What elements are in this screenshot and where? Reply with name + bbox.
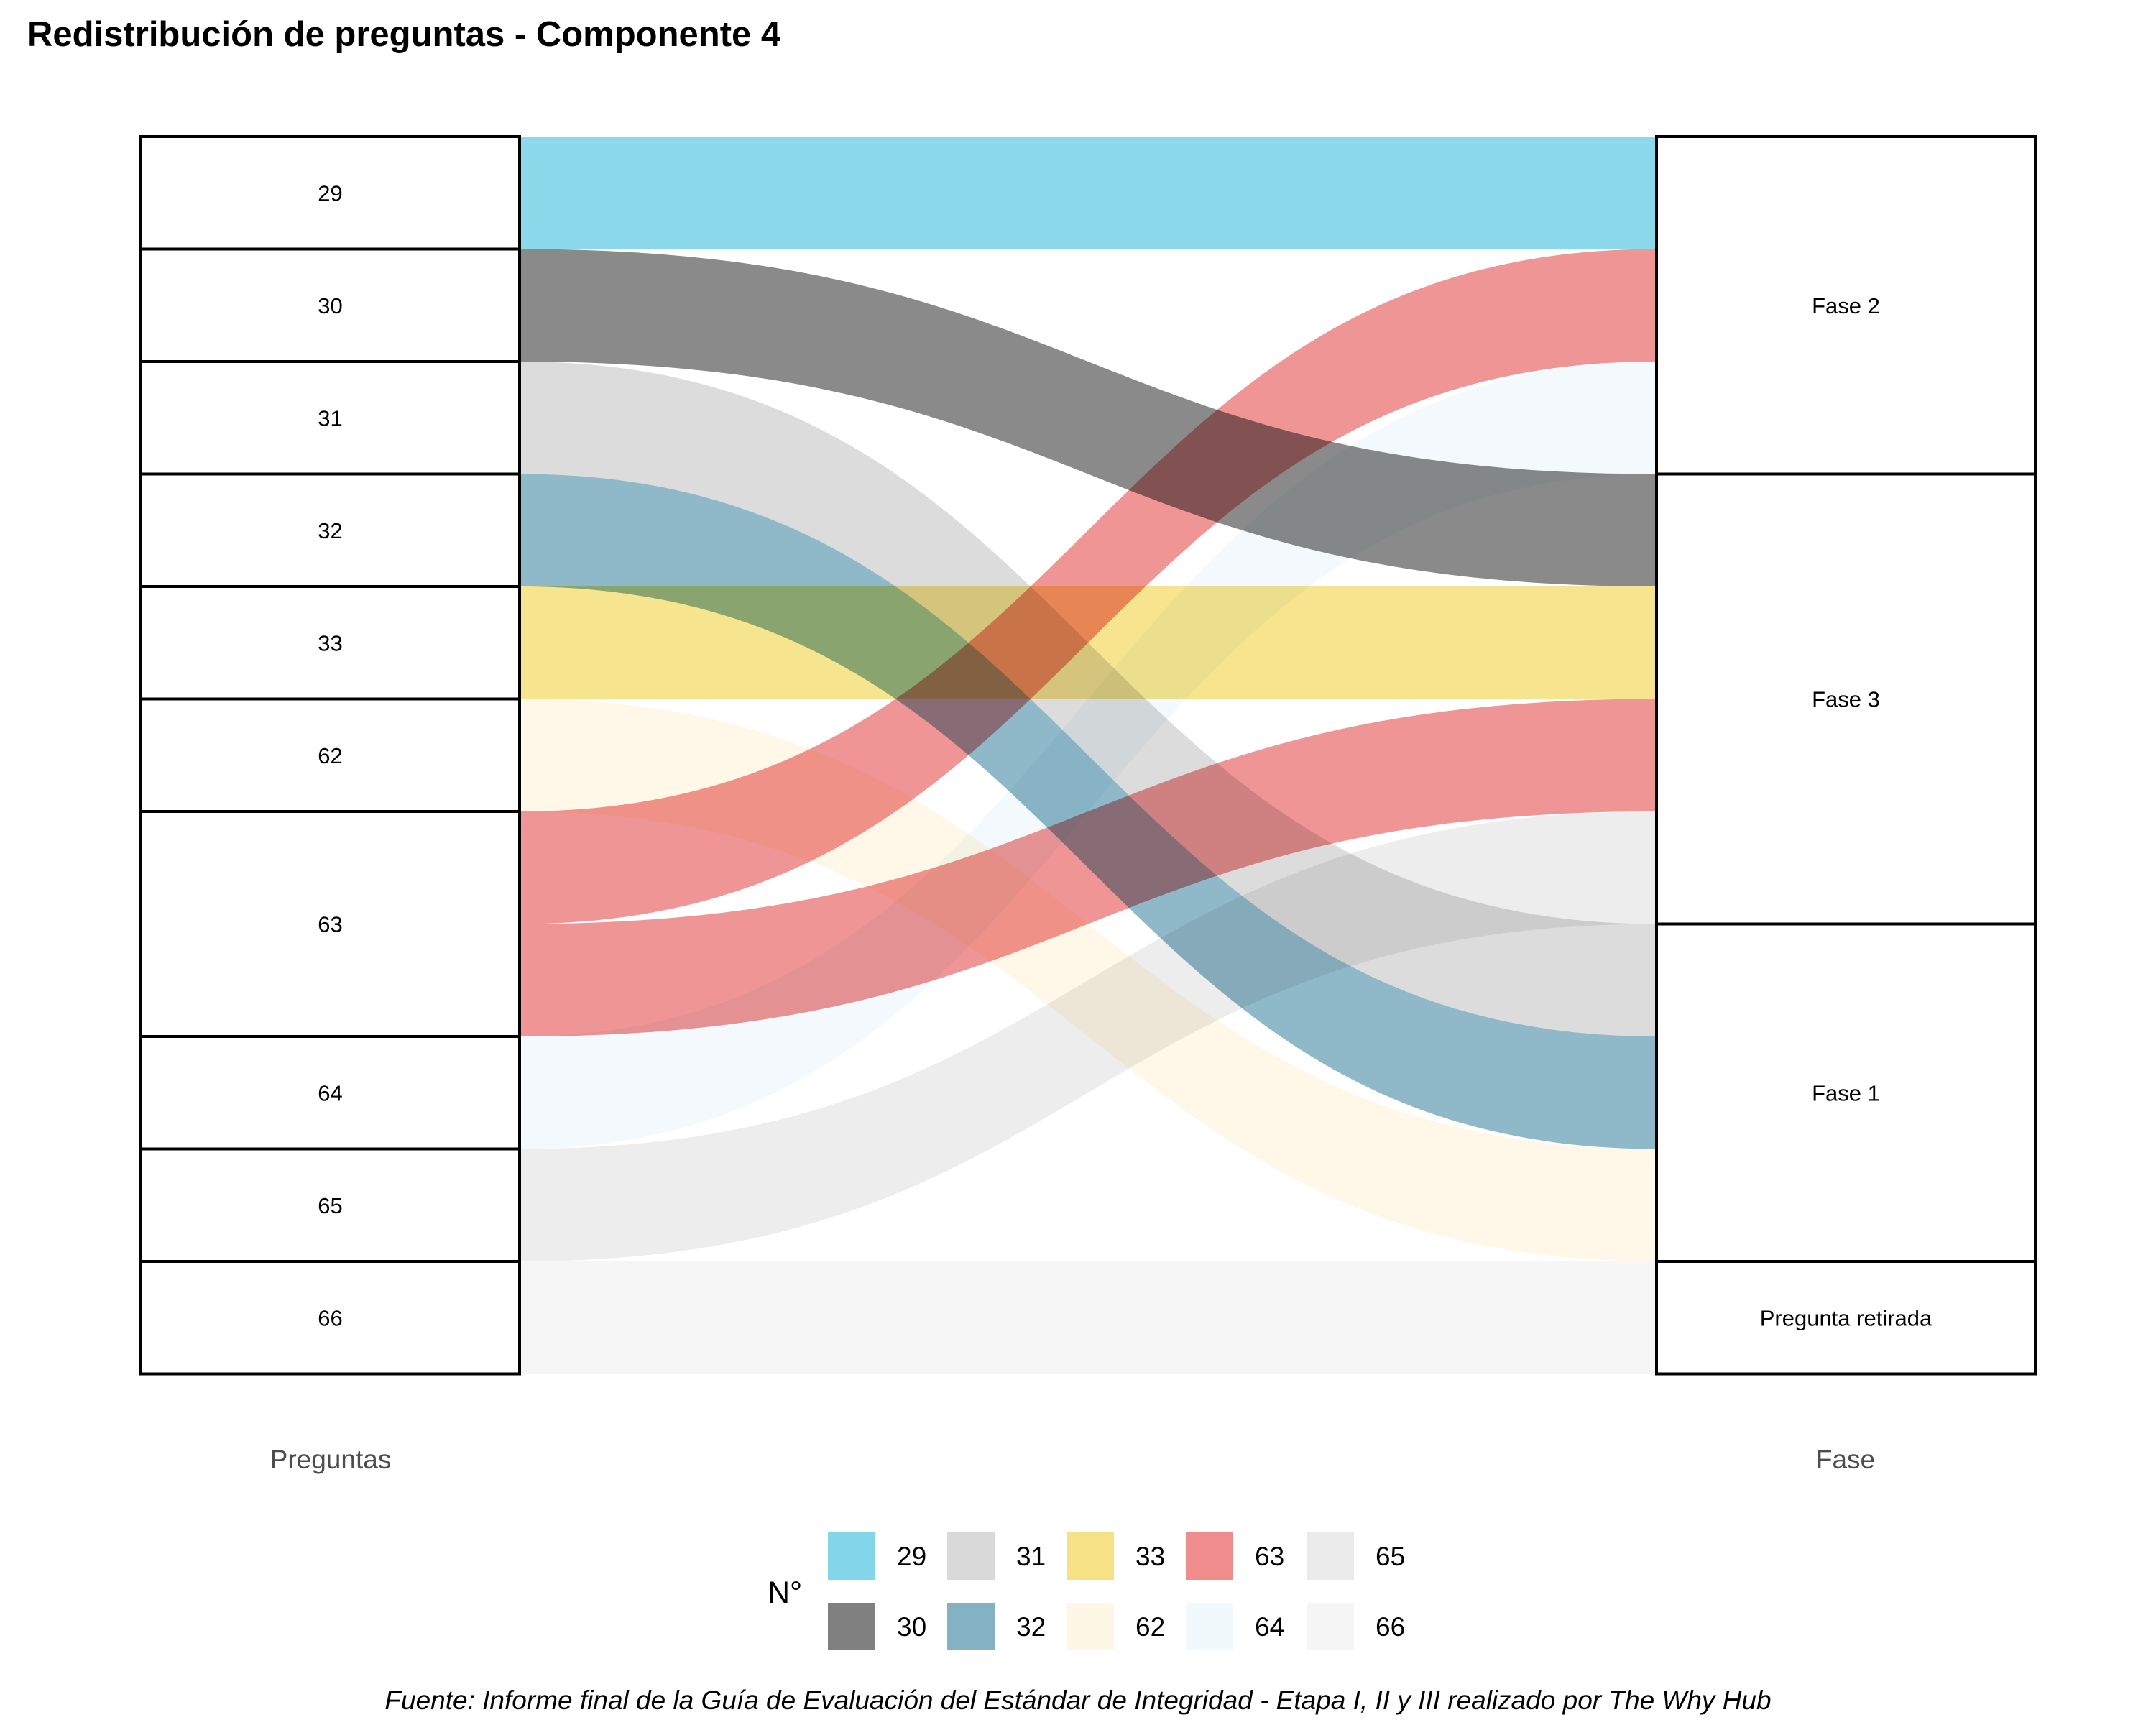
legend-title: N° bbox=[768, 1576, 802, 1610]
flow-29-to-fase-2 bbox=[520, 137, 1657, 249]
legend-swatch bbox=[1067, 1603, 1114, 1650]
left-node-29: 29 bbox=[139, 135, 521, 251]
right-node-label: Fase 1 bbox=[1812, 1080, 1880, 1105]
left-node-box bbox=[139, 1147, 521, 1263]
legend-label: 33 bbox=[1135, 1542, 1165, 1571]
legend-label: 66 bbox=[1376, 1612, 1405, 1642]
legend-swatch bbox=[828, 1532, 875, 1580]
left-node-label: 32 bbox=[318, 518, 342, 543]
legend-label: 31 bbox=[1016, 1542, 1046, 1571]
left-node-label: 62 bbox=[318, 743, 342, 768]
left-node-label: 65 bbox=[318, 1193, 342, 1218]
left-node-box bbox=[139, 810, 521, 1038]
flow-layer bbox=[520, 137, 1657, 1374]
left-node-label: 33 bbox=[318, 630, 342, 656]
legend-label: 30 bbox=[897, 1612, 926, 1642]
left-node-31: 31 bbox=[139, 360, 521, 476]
flow-63-to-fase-3 bbox=[520, 699, 1657, 1036]
flow-64-to-fase-2 bbox=[520, 362, 1657, 1149]
legend-swatch bbox=[947, 1532, 995, 1580]
legend-swatch bbox=[1307, 1603, 1354, 1650]
legend-item-64: 64 bbox=[1186, 1603, 1284, 1650]
legend-item-66: 66 bbox=[1307, 1603, 1405, 1650]
legend-item-32: 32 bbox=[947, 1603, 1046, 1650]
right-node-fase-3: Fase 3 bbox=[1655, 472, 2037, 926]
left-node-box bbox=[139, 1035, 521, 1151]
right-node-label: Fase 3 bbox=[1812, 687, 1880, 712]
chart-title: Redistribución de preguntas - Componente… bbox=[27, 15, 780, 54]
right-node-box bbox=[1655, 135, 2037, 476]
left-node-label: 30 bbox=[318, 293, 342, 318]
right-node-fase-2: Fase 2 bbox=[1655, 135, 2037, 476]
axis-label-left: Preguntas bbox=[270, 1445, 392, 1474]
legend-swatch bbox=[1307, 1532, 1354, 1580]
legend-swatch bbox=[1186, 1532, 1233, 1580]
left-node-label: 64 bbox=[318, 1080, 342, 1105]
node-layer: 29 30 31 32 33 62 63 64 65 66 Fase 2 Fase 3 Fase 1 Pr… bbox=[139, 135, 2037, 1376]
left-node-63: 63 bbox=[139, 810, 521, 1038]
right-node-box bbox=[1655, 472, 2037, 926]
right-node-box bbox=[1655, 1260, 2037, 1376]
left-node-box bbox=[139, 247, 521, 363]
left-node-box bbox=[139, 360, 521, 476]
flow-66-to-pregunta-retirada bbox=[520, 1261, 1657, 1374]
legend-swatch bbox=[828, 1603, 875, 1650]
legend-item-29: 29 bbox=[828, 1532, 926, 1580]
left-node-box bbox=[139, 135, 521, 251]
left-node-65: 65 bbox=[139, 1147, 521, 1263]
left-node-32: 32 bbox=[139, 472, 521, 588]
legend-label: 32 bbox=[1016, 1612, 1046, 1642]
legend-item-65: 65 bbox=[1307, 1532, 1405, 1580]
left-node-box bbox=[139, 697, 521, 813]
left-node-30: 30 bbox=[139, 247, 521, 363]
flow-63-to-fase-2 bbox=[520, 249, 1657, 924]
legend-item-62: 62 bbox=[1067, 1603, 1165, 1650]
legend-item-30: 30 bbox=[828, 1603, 926, 1650]
left-node-box bbox=[139, 472, 521, 588]
legend: 29 30 31 32 33 62 63 64 65 66 bbox=[828, 1532, 1405, 1650]
left-node-box bbox=[139, 585, 521, 701]
axis-label-right: Fase bbox=[1816, 1445, 1875, 1474]
legend-label: 65 bbox=[1376, 1542, 1405, 1571]
left-node-label: 66 bbox=[318, 1305, 342, 1330]
legend-item-31: 31 bbox=[947, 1532, 1046, 1580]
flow-65-to-fase-3 bbox=[520, 811, 1657, 1261]
legend-label: 62 bbox=[1135, 1612, 1165, 1642]
right-node-pregunta-retirada: Pregunta retirada bbox=[1655, 1260, 2037, 1376]
legend-swatch bbox=[1186, 1603, 1233, 1650]
legend-label: 29 bbox=[897, 1542, 926, 1571]
left-node-label: 29 bbox=[318, 180, 342, 206]
legend-item-33: 33 bbox=[1067, 1532, 1165, 1580]
legend-item-63: 63 bbox=[1186, 1532, 1284, 1580]
left-node-66: 66 bbox=[139, 1260, 521, 1376]
left-node-box bbox=[139, 1260, 521, 1376]
legend-swatch bbox=[947, 1603, 995, 1650]
right-node-label: Pregunta retirada bbox=[1760, 1305, 1932, 1330]
left-node-label: 63 bbox=[318, 912, 342, 937]
right-node-fase-1: Fase 1 bbox=[1655, 922, 2037, 1263]
legend-label: 64 bbox=[1255, 1612, 1284, 1642]
legend-label: 63 bbox=[1255, 1542, 1284, 1571]
right-node-box bbox=[1655, 922, 2037, 1263]
left-node-33: 33 bbox=[139, 585, 521, 701]
right-node-label: Fase 2 bbox=[1812, 293, 1880, 318]
left-node-62: 62 bbox=[139, 697, 521, 813]
legend-swatch bbox=[1067, 1532, 1114, 1580]
left-node-label: 31 bbox=[318, 405, 342, 431]
caption: Fuente: Informe final de la Guía de Eval… bbox=[384, 1685, 1771, 1715]
left-node-64: 64 bbox=[139, 1035, 521, 1151]
